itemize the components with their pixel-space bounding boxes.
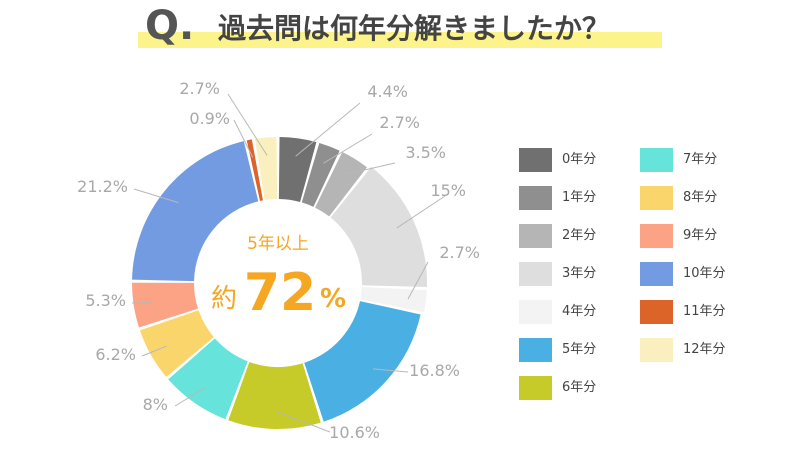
legend-label: 5年分 xyxy=(562,342,597,357)
donut-slice xyxy=(246,139,263,201)
legend-swatch xyxy=(640,148,673,172)
donut-slice xyxy=(132,141,259,282)
title-highlight xyxy=(138,32,662,48)
legend-label: 3年分 xyxy=(562,266,597,281)
center-subtitle: 5年以上 xyxy=(247,234,309,254)
legend-swatch xyxy=(640,338,673,362)
leader-line xyxy=(322,133,373,164)
donut-slice xyxy=(304,301,421,422)
data-label: 4.4% xyxy=(367,82,408,101)
legend-label: 4年分 xyxy=(562,304,597,319)
donut-slice xyxy=(360,287,427,313)
title-bar: Q. 過去問は何年分解きましたか？ xyxy=(0,0,800,60)
legend-swatch xyxy=(519,148,552,172)
data-label: 21.2% xyxy=(77,177,128,196)
legend-swatch xyxy=(519,376,552,400)
data-label: 15% xyxy=(430,181,466,200)
legend-label: 7年分 xyxy=(683,152,718,167)
data-label: 5.3% xyxy=(85,291,126,310)
legend-swatch xyxy=(519,338,552,362)
center-prefix: 約 xyxy=(211,284,237,314)
leader-line xyxy=(174,387,205,407)
legend-label: 8年分 xyxy=(683,190,718,205)
center-number: 72 xyxy=(244,263,316,323)
leader-line xyxy=(396,195,446,229)
legend-swatch xyxy=(640,224,673,248)
legend-label: 9年分 xyxy=(683,228,718,243)
data-label: 10.6% xyxy=(329,423,380,442)
donut-slice xyxy=(330,166,427,288)
legend-label: 10年分 xyxy=(683,266,726,281)
question-title: 過去問は何年分解きましたか？ xyxy=(218,12,611,45)
donut-slice xyxy=(228,361,321,429)
data-label: 2.7% xyxy=(379,113,420,132)
donut-slice xyxy=(254,137,278,201)
legend-swatch xyxy=(640,262,673,286)
legend-label: 2年分 xyxy=(562,228,597,243)
leader-line xyxy=(133,188,179,204)
data-label: 3.5% xyxy=(405,143,446,162)
data-label: 0.9% xyxy=(189,109,230,128)
leader-line xyxy=(345,162,396,175)
data-label: 6.2% xyxy=(95,345,136,364)
legend-label: 11年分 xyxy=(683,304,726,319)
legend-swatch xyxy=(640,300,673,324)
legend-swatch xyxy=(519,300,552,324)
leader-line xyxy=(407,261,429,300)
center-value: 約 72 % xyxy=(211,263,346,323)
donut-slice xyxy=(139,310,214,378)
legend-label: 1年分 xyxy=(562,190,597,205)
data-label: 2.7% xyxy=(179,79,220,98)
legend-label: 6年分 xyxy=(562,380,597,395)
donut-slice xyxy=(132,282,199,328)
leader-line xyxy=(274,410,331,433)
leader-line xyxy=(227,93,268,156)
legend-swatch xyxy=(519,186,552,210)
leader-line xyxy=(372,368,409,373)
data-label: 8% xyxy=(143,395,168,414)
data-label: 2.7% xyxy=(439,243,480,262)
legend-swatch xyxy=(519,224,552,248)
leader-line xyxy=(141,345,167,357)
center-unit: % xyxy=(320,284,346,314)
data-label: 16.8% xyxy=(409,361,460,380)
leader-line xyxy=(295,102,361,157)
donut-slice xyxy=(315,151,368,217)
legend-swatch xyxy=(519,262,552,286)
legend-label: 0年分 xyxy=(562,152,597,167)
donut-slice xyxy=(278,137,317,202)
donut-slice xyxy=(168,338,248,420)
leader-line xyxy=(233,119,254,158)
question-mark-label: Q. xyxy=(145,3,195,49)
legend-label: 12年分 xyxy=(683,342,726,357)
legend-swatch xyxy=(640,186,673,210)
